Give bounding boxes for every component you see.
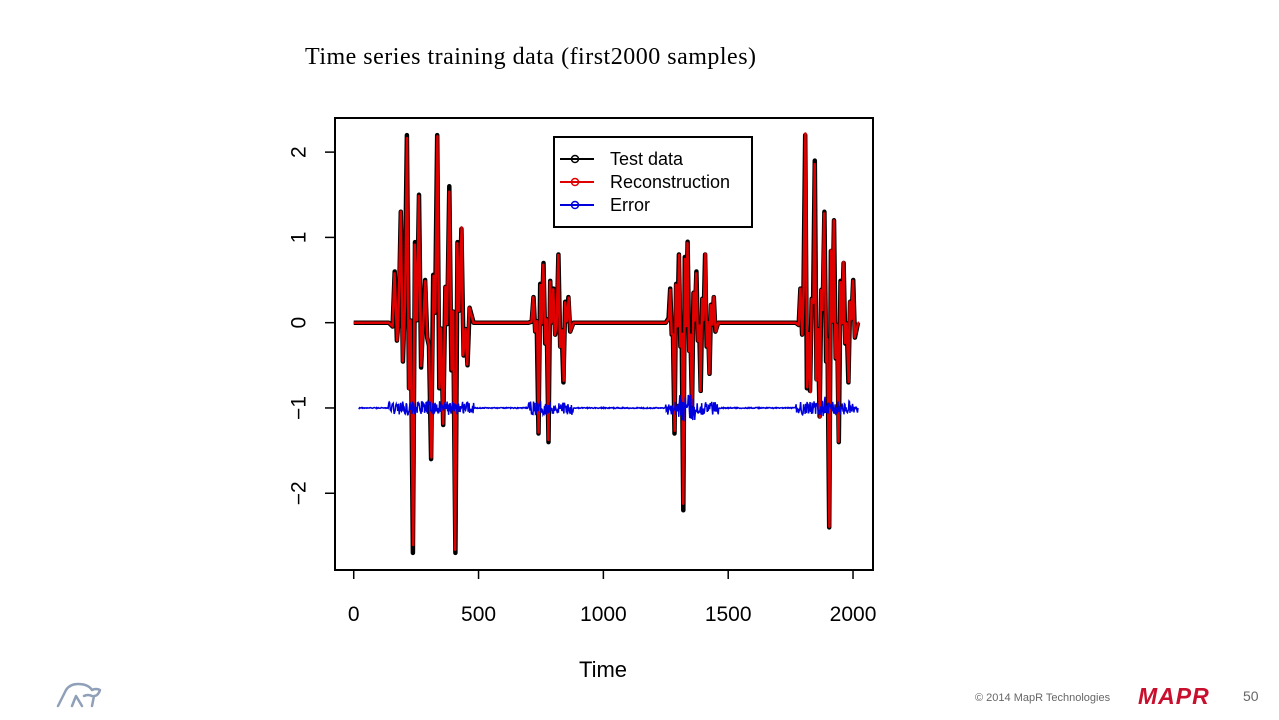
x-tick-label: 500 bbox=[461, 603, 496, 626]
x-tick-label: 2000 bbox=[830, 603, 877, 626]
y-tick-label: 0 bbox=[288, 317, 311, 329]
elephant-logo-icon bbox=[56, 682, 102, 708]
page-number: 50 bbox=[1243, 688, 1259, 704]
legend-label: Reconstruction bbox=[610, 172, 730, 192]
chart-title: Time series training data (first2000 sam… bbox=[305, 44, 757, 70]
axis-layer: 0 500 1000 1500 2000 −2 −1 0 1 2 bbox=[288, 146, 877, 626]
y-tick-label: −1 bbox=[288, 396, 311, 420]
x-tick-label: 1500 bbox=[705, 603, 752, 626]
x-axis-label: Time bbox=[579, 657, 627, 682]
legend-label: Error bbox=[610, 195, 650, 215]
legend-swatch-marker bbox=[570, 200, 580, 210]
y-tick-label: −2 bbox=[288, 481, 311, 505]
legend-swatch-marker bbox=[570, 177, 580, 187]
chart-legend: Test data Reconstruction Error bbox=[553, 136, 753, 228]
brand-logo: MAPR bbox=[1138, 683, 1210, 709]
y-tick-label: 2 bbox=[288, 146, 311, 158]
x-tick-label: 1000 bbox=[580, 603, 627, 626]
legend-swatch-marker bbox=[570, 154, 580, 164]
series-layer bbox=[353, 132, 861, 556]
y-tick-label: 1 bbox=[288, 232, 311, 244]
series-error bbox=[358, 394, 859, 422]
x-tick-label: 0 bbox=[348, 603, 360, 626]
legend-label: Test data bbox=[610, 149, 684, 169]
footer-copyright: © 2014 MapR Technologies bbox=[975, 692, 1111, 704]
series-reconstruction bbox=[353, 132, 860, 551]
